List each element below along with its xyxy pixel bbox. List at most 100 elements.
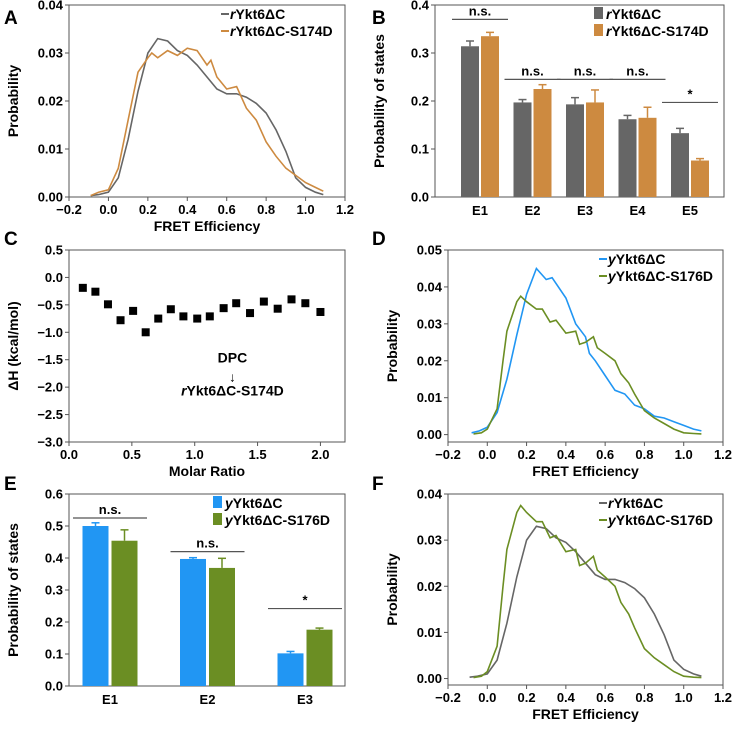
- y-tick-label: 0.2: [45, 615, 63, 630]
- x-tick-label: 0.6: [596, 447, 614, 462]
- y-axis-label: Probability: [384, 310, 400, 383]
- legend-swatch: [594, 7, 603, 19]
- y-tick-label: −2.5: [37, 407, 63, 422]
- data-point: [78, 283, 87, 292]
- series-line-rYkt6ΔC: [90, 37, 324, 197]
- bar-E2-yYkt6ΔC-S176D: [209, 567, 235, 686]
- y-tick-label: 0.0: [45, 679, 63, 694]
- x-tick-label: E5: [682, 203, 698, 218]
- panel-label: E: [4, 474, 17, 495]
- x-tick-label: 1.2: [714, 690, 732, 705]
- panel-label: C: [4, 229, 18, 250]
- y-tick-label: 0.4: [45, 551, 64, 566]
- x-tick-label: 0.0: [478, 690, 496, 705]
- plot-frame: [447, 493, 724, 686]
- x-tick-label: E2: [200, 692, 216, 707]
- series-line-rYkt6ΔC: [469, 525, 702, 678]
- y-tick-label: 0.01: [417, 625, 442, 640]
- legend-swatch: [213, 496, 222, 508]
- legend-swatch: [594, 24, 603, 36]
- data-point: [154, 314, 163, 323]
- x-tick-label: 0.8: [257, 202, 275, 217]
- data-point: [316, 307, 325, 316]
- significance-label: n.s.: [521, 63, 543, 78]
- bar-E3-yYkt6ΔC: [277, 653, 304, 686]
- x-tick-label: 0.0: [99, 202, 117, 217]
- y-tick-label: 0.04: [417, 487, 443, 502]
- panel-b: B 0.0 0.1 0.2 0.3 0.4 Probability of states E1 E…: [371, 0, 725, 218]
- significance-label: n.s.: [196, 536, 218, 551]
- y-tick-label: 0.03: [38, 46, 63, 61]
- x-tick-label: 1.0: [186, 447, 204, 462]
- panel-label: D: [372, 229, 386, 250]
- y-tick-label: −0.5: [37, 297, 63, 312]
- series-line-yYkt6ΔC-S176D: [473, 294, 702, 435]
- y-tick-label: 0.5: [45, 243, 63, 258]
- legend-label: yYkt6ΔC-S176D: [607, 268, 713, 284]
- bar-E3-rYkt6ΔC: [566, 104, 584, 197]
- legend-label: rYkt6ΔC: [606, 6, 661, 22]
- y-tick-label: −3.0: [37, 435, 63, 450]
- bar-E4-rYkt6ΔC-S174D: [638, 117, 657, 197]
- x-tick-label: 0.4: [557, 447, 576, 462]
- legend-label: yYkt6ΔC-S176D: [607, 512, 713, 528]
- x-axis-label: FRET Efficiency: [154, 218, 261, 234]
- bar-E1-yYkt6ΔC: [82, 526, 109, 686]
- panel-e: E 0.0 0.1 0.2 0.3 0.4 0.5 0.6 Probability of sta…: [4, 474, 346, 707]
- data-point: [116, 316, 125, 325]
- y-tick-label: 0.01: [417, 390, 442, 405]
- x-tick-label: 0.6: [218, 202, 236, 217]
- y-tick-label: 0.05: [417, 243, 442, 258]
- y-tick-label: 0.02: [417, 579, 442, 594]
- x-tick-label: 0.5: [123, 447, 141, 462]
- y-tick-label: 0.6: [45, 487, 63, 502]
- panel-label: B: [372, 8, 386, 29]
- bar-E1-rYkt6ΔC-S174D: [481, 36, 499, 198]
- panel-c: C −3.0 −2.5 −2.0 −1.5 −1.0 −0.5 0.0 0.5 ΔH (kcal/…: [4, 229, 346, 479]
- panel-a: A 0.00 0.01 0.02 0.03 0.04 Probability −0.2 0.0 0…: [4, 0, 354, 234]
- data-point: [103, 300, 112, 309]
- significance-label: n.s.: [99, 502, 121, 517]
- x-tick-label: 2.0: [311, 447, 329, 462]
- y-axis-label: Probability of states: [5, 523, 21, 657]
- y-tick-label: 0.03: [417, 533, 442, 548]
- y-axis-label: ΔH (kcal/mol): [5, 301, 21, 390]
- significance-label: *: [687, 86, 693, 101]
- data-point: [301, 299, 310, 308]
- x-tick-label: E1: [102, 692, 118, 707]
- data-point: [141, 328, 150, 337]
- y-tick-label: 0.00: [38, 190, 63, 205]
- panel-label: A: [4, 8, 18, 29]
- y-tick-label: 0.3: [45, 583, 63, 598]
- x-tick-label: −0.2: [435, 690, 461, 705]
- data-point: [179, 312, 188, 321]
- data-point: [129, 306, 138, 315]
- x-axis-label: FRET Efficiency: [532, 706, 639, 722]
- bar-E5-rYkt6ΔC-S174D: [691, 160, 709, 197]
- data-point: [273, 304, 282, 313]
- legend-label: yYkt6ΔC-S176D: [224, 512, 330, 528]
- y-tick-label: 0.1: [45, 647, 63, 662]
- y-tick-label: 0.1: [411, 142, 429, 157]
- x-tick-label: −0.2: [56, 202, 82, 217]
- bar-E3-rYkt6ΔC-S174D: [586, 102, 604, 197]
- y-axis-label: Probability: [5, 65, 21, 138]
- y-tick-label: 0.00: [417, 671, 442, 686]
- x-tick-label: 1.2: [714, 447, 732, 462]
- bar-E2-rYkt6ΔC-S174D: [533, 89, 552, 197]
- x-tick-label: 1.5: [249, 447, 267, 462]
- x-tick-label: 0.2: [139, 202, 157, 217]
- annotation-top: DPC: [218, 349, 248, 365]
- data-point: [193, 314, 202, 323]
- legend-label: yYkt6ΔC: [224, 495, 283, 511]
- y-tick-label: 0.02: [38, 94, 63, 109]
- data-point: [246, 309, 255, 318]
- legend-swatch: [213, 513, 222, 525]
- x-tick-label: 0.4: [178, 202, 197, 217]
- panel-label: F: [372, 474, 384, 495]
- bar-E4-rYkt6ΔC: [618, 119, 637, 197]
- legend-label: yYkt6ΔC: [607, 251, 666, 267]
- significance-label: *: [302, 593, 308, 608]
- y-tick-label: 0.00: [417, 427, 442, 442]
- y-tick-label: 0.04: [38, 0, 64, 13]
